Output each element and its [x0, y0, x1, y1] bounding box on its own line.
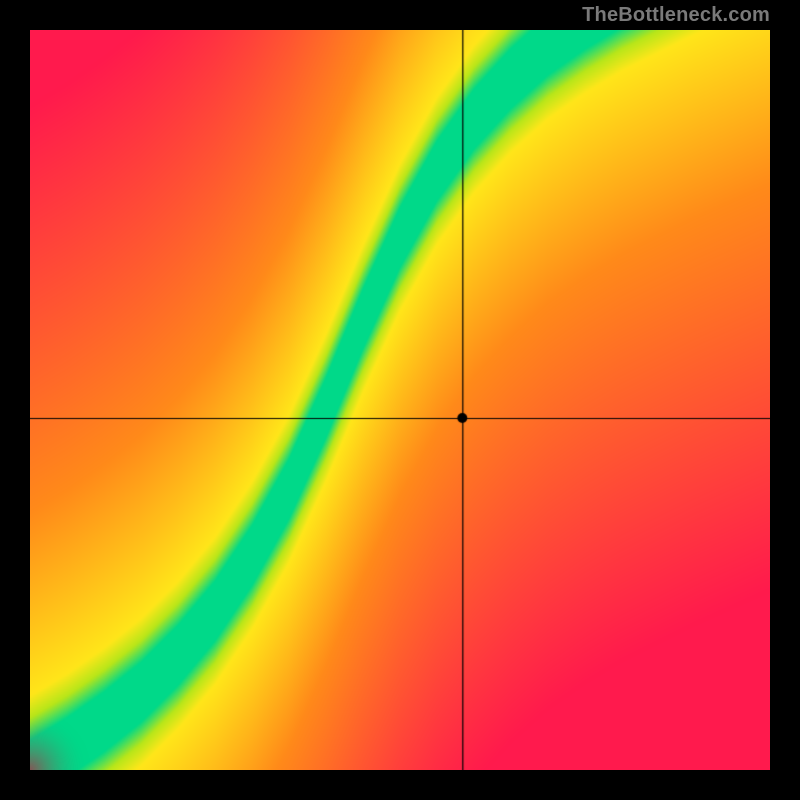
watermark-text: TheBottleneck.com	[582, 4, 770, 27]
chart-container: TheBottleneck.com	[0, 0, 800, 800]
bottleneck-heatmap	[30, 30, 770, 770]
